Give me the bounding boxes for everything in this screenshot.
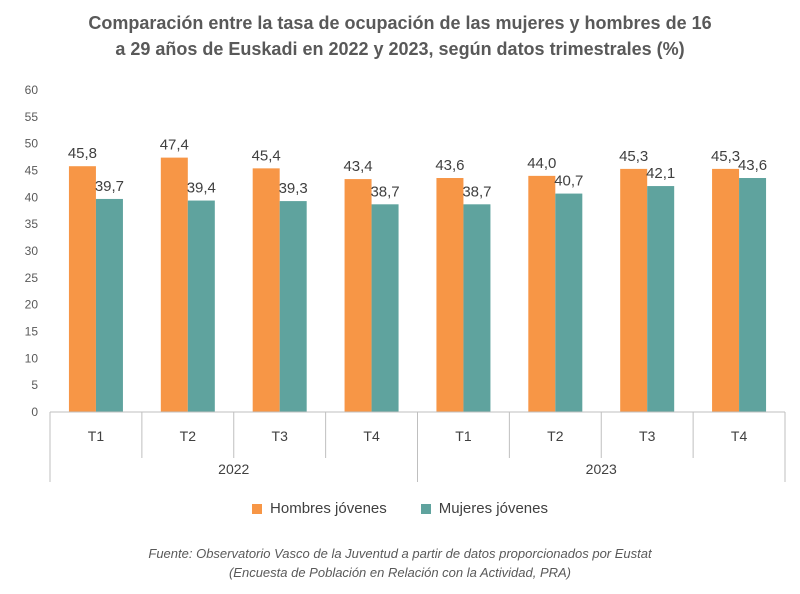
data-label-s0-5: 44,0 bbox=[527, 155, 556, 172]
x-category-label-4: T1 bbox=[455, 428, 472, 444]
x-group-label-2023: 2023 bbox=[586, 461, 617, 477]
y-tick-label-35: 35 bbox=[25, 217, 39, 231]
data-label-s1-4: 38,7 bbox=[462, 183, 491, 200]
bar-s1-0 bbox=[95, 198, 123, 412]
data-label-s1-2: 39,3 bbox=[279, 180, 308, 197]
bar-s0-6 bbox=[620, 168, 648, 412]
bar-s0-4 bbox=[436, 178, 464, 412]
y-tick-label-25: 25 bbox=[25, 271, 39, 285]
x-category-label-1: T2 bbox=[180, 428, 197, 444]
source-line-2: (Encuesta de Población en Relación con l… bbox=[228, 565, 572, 580]
bar-s0-1 bbox=[160, 157, 188, 412]
data-label-s0-0: 45,8 bbox=[68, 145, 97, 162]
data-label-s0-1: 47,4 bbox=[160, 137, 189, 154]
bar-s1-7 bbox=[739, 178, 767, 412]
bar-s0-7 bbox=[712, 168, 740, 412]
x-category-label-7: T4 bbox=[731, 428, 748, 444]
y-tick-label-45: 45 bbox=[25, 164, 39, 178]
legend-swatch-hombres bbox=[252, 503, 263, 514]
data-label-s0-2: 45,4 bbox=[252, 147, 281, 164]
data-label-s1-5: 40,7 bbox=[554, 173, 583, 190]
y-tick-label-60: 60 bbox=[25, 83, 39, 97]
data-label-s1-0: 39,7 bbox=[95, 178, 124, 195]
y-tick-label-30: 30 bbox=[25, 244, 39, 258]
y-tick-label-20: 20 bbox=[25, 298, 39, 312]
legend-item-hombres: Hombres jóvenes bbox=[252, 500, 387, 517]
legend-label-mujeres: Mujeres jóvenes bbox=[438, 500, 548, 517]
data-label-s1-1: 39,4 bbox=[187, 180, 216, 197]
bar-s1-1 bbox=[187, 200, 215, 412]
bar-s1-2 bbox=[279, 201, 307, 412]
y-tick-label-50: 50 bbox=[25, 137, 39, 151]
legend-label-hombres: Hombres jóvenes bbox=[270, 500, 387, 517]
y-tick-label-55: 55 bbox=[25, 110, 39, 124]
chart-title-line-1: Comparación entre la tasa de ocupación d… bbox=[88, 13, 712, 33]
source-line-1: Fuente: Observatorio Vasco de la Juventu… bbox=[148, 546, 652, 561]
data-label-s0-3: 43,4 bbox=[343, 158, 372, 175]
y-tick-label-10: 10 bbox=[25, 351, 39, 365]
x-category-label-5: T2 bbox=[547, 428, 564, 444]
data-label-s1-6: 42,1 bbox=[646, 165, 675, 182]
bar-s1-3 bbox=[371, 204, 399, 412]
legend-item-mujeres: Mujeres jóvenes bbox=[420, 500, 548, 517]
x-category-label-3: T4 bbox=[363, 428, 380, 444]
y-tick-label-40: 40 bbox=[25, 190, 39, 204]
x-category-label-2: T3 bbox=[272, 428, 289, 444]
data-label-s1-3: 38,7 bbox=[370, 183, 399, 200]
data-label-s0-6: 45,3 bbox=[619, 148, 648, 165]
legend-swatch-mujeres bbox=[420, 503, 431, 514]
y-tick-label-5: 5 bbox=[31, 378, 38, 392]
bar-s0-2 bbox=[252, 168, 280, 412]
chart-title: Comparación entre la tasa de ocupación d… bbox=[40, 10, 760, 62]
bar-s0-0 bbox=[68, 166, 96, 412]
data-label-s0-7: 45,3 bbox=[711, 148, 740, 165]
x-category-label-6: T3 bbox=[639, 428, 656, 444]
data-label-s1-7: 43,6 bbox=[738, 157, 767, 174]
bar-s1-6 bbox=[647, 186, 675, 412]
bar-s0-3 bbox=[344, 179, 372, 412]
y-tick-label-15: 15 bbox=[25, 325, 39, 339]
data-label-s0-4: 43,6 bbox=[435, 157, 464, 174]
bar-s1-4 bbox=[463, 204, 491, 412]
bar-s0-5 bbox=[528, 175, 556, 412]
x-group-label-2022: 2022 bbox=[218, 461, 249, 477]
legend: Hombres jóvenes Mujeres jóvenes bbox=[0, 500, 800, 517]
y-tick-label-0: 0 bbox=[31, 405, 38, 419]
bar-s1-5 bbox=[555, 193, 583, 412]
x-category-label-0: T1 bbox=[88, 428, 105, 444]
chart-title-line-2: a 29 años de Euskadi en 2022 y 2023, seg… bbox=[115, 39, 685, 59]
source-note: Fuente: Observatorio Vasco de la Juventu… bbox=[0, 544, 800, 582]
